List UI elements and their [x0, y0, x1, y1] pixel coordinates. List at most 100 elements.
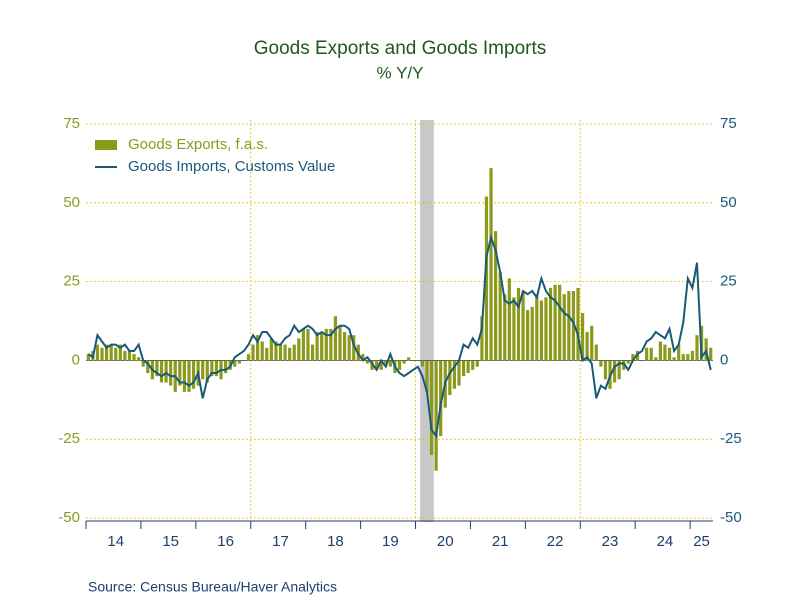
bar: [590, 325, 594, 361]
bar: [246, 354, 251, 361]
legend-swatch: [95, 140, 117, 150]
bar: [425, 360, 429, 392]
bar: [361, 354, 365, 361]
x-tick-label: 21: [492, 533, 509, 550]
bar: [709, 347, 713, 361]
bar: [265, 347, 269, 361]
bar: [306, 328, 310, 361]
bar: [576, 287, 580, 361]
bar: [333, 316, 338, 361]
bar: [86, 354, 90, 361]
bar: [379, 360, 383, 370]
bar: [251, 344, 255, 361]
bar: [439, 360, 443, 437]
x-tick-label: 24: [657, 533, 674, 550]
bar: [594, 344, 598, 361]
bar: [214, 360, 219, 377]
bar: [507, 278, 511, 361]
x-tick-label: 20: [437, 533, 454, 550]
bar: [342, 332, 347, 361]
bar: [571, 291, 576, 361]
bar: [169, 360, 173, 386]
x-tick-label: 22: [547, 533, 564, 550]
y2-tick-label: 0: [720, 351, 728, 368]
y-tick-label: 50: [63, 194, 80, 211]
x-tick-label: 25: [693, 533, 710, 550]
legend-label: Goods Imports, Customs Value: [128, 158, 335, 175]
bar: [402, 360, 406, 364]
bar: [475, 360, 479, 367]
bar: [320, 332, 324, 361]
bar: [567, 291, 571, 361]
bar: [205, 360, 209, 383]
bar: [452, 360, 457, 389]
bar: [123, 350, 127, 361]
bar: [283, 344, 287, 361]
bar: [498, 272, 502, 361]
bar: [118, 344, 122, 361]
y-tick-label: 25: [63, 273, 80, 290]
bar: [461, 360, 466, 377]
bar: [109, 344, 113, 361]
y-tick-label: 0: [72, 351, 80, 368]
chart-subtitle: % Y/Y: [377, 63, 424, 82]
x-tick-label: 18: [327, 533, 344, 550]
bar: [329, 328, 333, 361]
bar: [434, 360, 438, 471]
bar: [667, 347, 672, 361]
bar: [580, 313, 585, 361]
y2-tick-label: 75: [720, 115, 737, 132]
bar: [292, 344, 296, 361]
x-tick-label: 15: [162, 533, 179, 550]
bar: [448, 360, 452, 396]
bar: [237, 360, 241, 364]
y2-tick-label: -50: [720, 509, 742, 526]
bar: [315, 332, 319, 361]
bar: [677, 344, 681, 361]
bar: [420, 360, 424, 367]
bar: [155, 360, 159, 377]
bar: [603, 360, 608, 380]
bar: [599, 360, 603, 367]
bar: [503, 294, 507, 361]
bar: [695, 335, 699, 361]
bar: [526, 309, 530, 361]
bar: [553, 284, 557, 361]
bar: [686, 354, 690, 361]
x-tick-label: 14: [107, 533, 124, 550]
bar: [480, 316, 484, 361]
bar: [365, 360, 370, 364]
legend-label: Goods Exports, f.a.s.: [128, 136, 268, 153]
bar: [137, 357, 141, 361]
bar: [658, 341, 662, 361]
bar: [539, 300, 543, 361]
bar: [512, 297, 516, 361]
bar: [141, 360, 145, 367]
bar: [274, 341, 278, 361]
bar: [95, 344, 100, 361]
bar: [521, 291, 525, 361]
bar: [457, 360, 461, 386]
bar: [530, 306, 534, 361]
bar: [114, 347, 118, 361]
bar: [223, 360, 228, 374]
bar: [159, 360, 164, 383]
bar: [613, 360, 617, 383]
x-tick-label: 19: [382, 533, 399, 550]
bar: [645, 347, 649, 361]
bar: [132, 354, 136, 361]
y2-tick-label: 50: [720, 194, 737, 211]
x-tick-label: 17: [272, 533, 289, 550]
bar: [278, 344, 283, 361]
bar: [146, 360, 150, 374]
bar: [375, 360, 379, 370]
bar: [681, 354, 685, 361]
bar: [384, 360, 388, 364]
bar: [585, 332, 589, 361]
bar: [516, 287, 521, 361]
x-tick-label: 16: [217, 533, 234, 550]
bar: [631, 354, 635, 361]
y-tick-label: -50: [58, 509, 80, 526]
